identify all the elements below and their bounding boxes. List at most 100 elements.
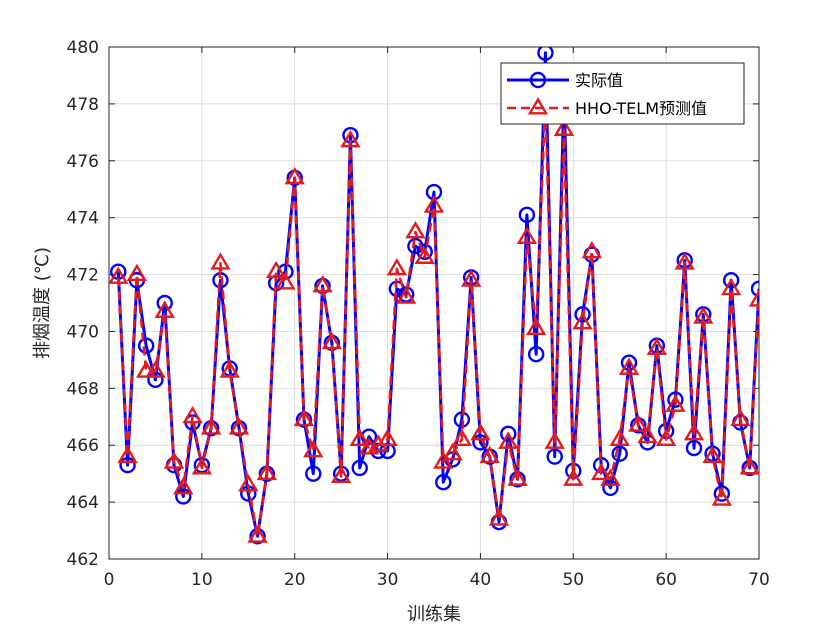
data-point-actual	[602, 479, 619, 497]
data-point-actual	[611, 445, 628, 462]
data-point-predicted	[200, 417, 222, 435]
y-tick-label: 474	[67, 209, 99, 229]
data-point-predicted	[702, 445, 723, 464]
data-point-actual	[137, 337, 155, 354]
data-point-predicted	[423, 195, 445, 213]
x-tick-label: 40	[470, 570, 492, 590]
data-point-actual	[527, 346, 545, 363]
y-tick-label: 476	[67, 152, 99, 172]
data-point-actual	[574, 306, 591, 323]
data-point-actual	[500, 425, 517, 443]
data-point-predicted	[395, 286, 417, 304]
data-point-predicted	[414, 246, 435, 264]
legend-label-actual: 实际值	[575, 71, 623, 90]
data-point-actual	[537, 47, 554, 61]
y-tick-label: 478	[67, 95, 99, 115]
data-point-predicted	[386, 257, 408, 276]
data-point-actual	[416, 243, 433, 261]
data-point-predicted	[173, 477, 194, 495]
data-point-actual	[722, 272, 740, 289]
data-point-predicted	[739, 457, 759, 475]
y-tick-label: 480	[67, 38, 99, 58]
x-tick-label: 70	[748, 570, 770, 590]
data-point-predicted	[442, 442, 463, 461]
data-point-predicted	[720, 277, 742, 296]
data-point-predicted	[330, 465, 352, 483]
series-layer	[109, 47, 759, 545]
data-point-actual	[546, 448, 563, 465]
y-tick-label: 462	[67, 550, 99, 570]
data-point-predicted	[498, 431, 519, 449]
legend: 实际值 HHO-TELM预测值	[500, 62, 745, 125]
data-point-predicted	[247, 525, 268, 543]
data-point-predicted	[275, 272, 296, 290]
data-point-predicted	[191, 457, 213, 475]
data-point-predicted	[618, 357, 640, 375]
data-point-predicted	[572, 312, 593, 330]
y-tick-label: 466	[67, 436, 99, 456]
data-point-predicted	[377, 428, 398, 447]
data-point-predicted	[683, 422, 705, 441]
data-point-actual	[472, 434, 489, 451]
data-point-actual	[156, 294, 173, 312]
data-point-predicted	[265, 260, 287, 279]
data-point-predicted	[470, 422, 491, 441]
y-tick-label: 464	[67, 493, 99, 513]
data-point-predicted	[182, 405, 203, 424]
axis-ticks: 0 10 20 30 40 50 60 70 462 464 466 468 470 472 474 476 4…	[67, 38, 770, 590]
data-point-predicted	[665, 394, 686, 412]
series-clip-group	[109, 47, 759, 545]
data-point-predicted	[581, 240, 603, 259]
data-point-predicted	[711, 488, 733, 506]
data-point-predicted	[109, 266, 129, 284]
data-point-predicted	[479, 445, 500, 464]
data-point-predicted	[590, 462, 612, 481]
data-point-actual	[305, 465, 322, 482]
data-point-predicted	[516, 226, 538, 245]
data-point-actual	[147, 371, 164, 388]
x-tick-label: 0	[104, 570, 115, 590]
data-point-predicted	[219, 360, 240, 378]
x-tick-label: 10	[191, 570, 213, 590]
y-tick-label: 468	[67, 379, 99, 399]
legend-marker-predicted	[527, 97, 549, 115]
legend-marker-actual	[529, 71, 547, 89]
data-point-actual	[351, 459, 368, 477]
data-point-predicted	[210, 252, 231, 270]
data-point-predicted	[451, 428, 473, 447]
data-point-predicted	[303, 440, 324, 458]
x-axis-label: 训练集	[407, 604, 461, 625]
x-tick-label: 60	[655, 570, 677, 590]
data-point-actual	[435, 474, 452, 491]
data-point-predicted	[228, 417, 250, 435]
data-point-predicted	[646, 337, 668, 355]
data-point-predicted	[256, 462, 278, 481]
data-point-predicted	[637, 425, 658, 444]
data-point-predicted	[730, 408, 751, 427]
data-point-predicted	[238, 474, 259, 492]
data-point-predicted	[628, 414, 649, 432]
data-point-predicted	[126, 263, 148, 282]
data-point-predicted	[433, 451, 454, 469]
data-point-actual	[119, 456, 136, 474]
data-point-actual	[518, 206, 536, 224]
data-point-actual	[713, 485, 731, 502]
data-point-predicted	[563, 468, 584, 486]
data-point-predicted	[507, 468, 528, 486]
y-tick-label: 470	[67, 322, 99, 342]
y-axis-label: 排烟温度 (℃)	[32, 247, 53, 359]
data-point-predicted	[609, 428, 630, 447]
data-point-predicted	[693, 306, 714, 324]
data-point-predicted	[349, 428, 370, 447]
data-point-predicted	[600, 468, 621, 486]
legend-label-predicted: HHO-TELM预测值	[575, 99, 707, 118]
data-point-predicted	[405, 221, 426, 239]
data-point-predicted	[553, 118, 575, 136]
data-point-actual	[685, 439, 703, 457]
data-point-predicted	[163, 451, 185, 469]
data-point-actual	[667, 391, 684, 408]
data-point-predicted	[312, 275, 333, 293]
data-point-predicted	[655, 428, 677, 447]
data-point-predicted	[544, 431, 565, 449]
